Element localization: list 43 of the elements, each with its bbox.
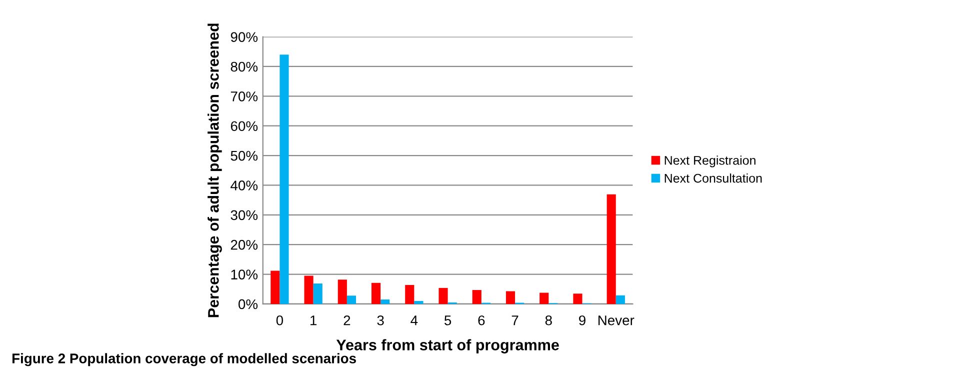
y-tick-label: 80%: [230, 62, 258, 72]
y-tick-label: 50%: [230, 150, 258, 161]
y-axis-title: Percentage of adult population screened: [208, 24, 222, 318]
x-tick-label: 0: [276, 315, 284, 326]
y-tick-label: 70%: [230, 92, 258, 102]
x-tick-label: 4: [410, 316, 418, 326]
bar: [371, 282, 381, 304]
x-tick-label: 5: [444, 316, 452, 326]
bar: [606, 194, 616, 304]
x-tick-label: 2: [344, 315, 350, 326]
x-tick-label: 6: [478, 315, 485, 326]
bar: [573, 294, 582, 304]
x-tick-label: 7: [512, 316, 518, 326]
y-tick-label: 10%: [231, 270, 258, 280]
y-tick-label: 0%: [238, 299, 258, 310]
caption: Figure 2 Population coverage of modelled scenarios: [12, 353, 356, 366]
bar: [540, 292, 549, 304]
x-tick-label: 1: [310, 316, 317, 326]
bar: [280, 54, 289, 304]
x-tick-label: 8: [545, 315, 552, 326]
bar: [472, 290, 482, 304]
y-tick-label: 90%: [230, 32, 258, 42]
bar: [380, 300, 390, 304]
legend-label: Next Registraion: [664, 156, 756, 168]
y-tick-label: 40%: [230, 180, 258, 190]
bar: [304, 276, 314, 304]
bar: [346, 296, 356, 304]
legend-label: Next Consultation: [664, 174, 762, 183]
y-tick-label: 20%: [230, 240, 258, 250]
bar: [313, 283, 322, 304]
bar: [414, 301, 424, 304]
bar: [405, 284, 414, 304]
bar: [438, 288, 448, 304]
bar: [270, 270, 280, 304]
x-tick-label: Never: [598, 316, 634, 326]
bar: [338, 280, 347, 304]
x-axis-title: Years from start of programme: [336, 339, 559, 354]
x-tick-label: 3: [377, 315, 384, 326]
bar: [506, 291, 516, 304]
x-tick-label: 9: [579, 315, 586, 326]
bar: [616, 295, 625, 304]
y-tick-label: 30%: [230, 210, 258, 220]
y-tick-label: 60%: [230, 121, 258, 132]
